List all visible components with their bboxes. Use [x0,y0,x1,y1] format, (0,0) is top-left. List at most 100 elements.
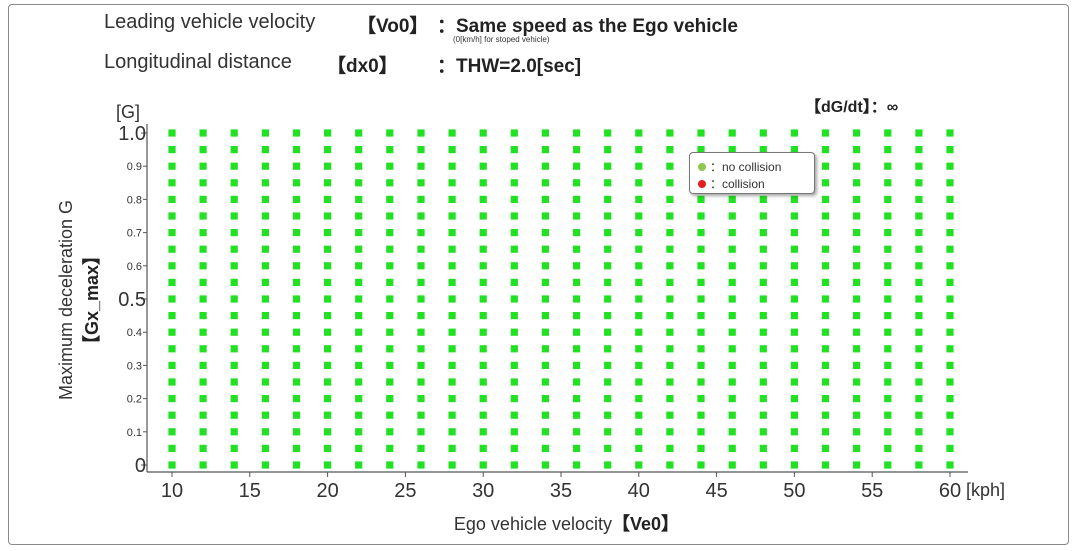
y-tick-label: 1.0 [118,123,146,145]
point-no-collision [417,229,425,237]
point-no-collision [884,262,892,270]
point-no-collision [573,179,581,187]
point-no-collision [541,378,549,386]
point-no-collision [884,411,892,419]
point-no-collision [573,129,581,137]
point-no-collision [448,361,456,369]
point-no-collision [386,295,394,303]
point-no-collision [479,444,487,452]
point-no-collision [479,212,487,220]
point-no-collision [448,212,456,220]
leading-velocity-note: (0[km/h] for stoped vehicle) [453,35,550,44]
point-no-collision [199,229,207,237]
point-no-collision [355,411,363,419]
point-no-collision [946,146,954,154]
point-no-collision [853,278,861,286]
point-no-collision [728,262,736,270]
point-no-collision [199,328,207,336]
point-no-collision [417,378,425,386]
point-no-collision [635,428,643,436]
point-no-collision [604,461,612,469]
point-no-collision [417,278,425,286]
point-no-collision [479,461,487,469]
point-no-collision [697,212,705,220]
point-no-collision [728,229,736,237]
point-no-collision [448,378,456,386]
point-no-collision [915,312,923,320]
point-no-collision [261,179,269,187]
point-no-collision [324,162,332,170]
point-no-collision [853,162,861,170]
point-no-collision [292,411,301,419]
point-no-collision [355,312,363,320]
point-no-collision [448,129,456,137]
point-no-collision [230,129,238,137]
point-no-collision [324,328,332,336]
point-no-collision [479,195,487,203]
point-no-collision [790,262,798,270]
point-no-collision [168,129,176,137]
point-no-collision [604,278,612,286]
point-no-collision [728,411,736,419]
point-no-collision [292,295,301,303]
y-axis-symbol: 【Gx_max】 [82,247,102,353]
point-no-collision [915,146,923,154]
x-tick-label: 15 [239,480,261,502]
point-no-collision [230,312,238,320]
point-no-collision [199,428,207,436]
point-no-collision [946,195,954,203]
point-no-collision [697,428,705,436]
y-tick-label: 0.6 [127,261,142,273]
point-no-collision [324,444,332,452]
point-no-collision [510,395,518,403]
point-no-collision [541,229,549,237]
point-no-collision [853,428,861,436]
point-no-collision [230,345,238,353]
y-tick-label: 0.5 [118,289,146,311]
legend-item-collision: ：collision [698,175,765,192]
point-no-collision [417,328,425,336]
point-no-collision [448,411,456,419]
point-no-collision [666,179,674,187]
point-no-collision [510,328,518,336]
point-no-collision [821,328,830,336]
point-no-collision [604,179,612,187]
point-no-collision [821,428,830,436]
point-no-collision [635,312,643,320]
point-no-collision [946,312,954,320]
point-no-collision [946,129,954,137]
point-no-collision [697,345,705,353]
point-no-collision [230,162,238,170]
point-no-collision [479,295,487,303]
point-no-collision [573,328,581,336]
x-tick-label: 25 [394,480,416,502]
point-no-collision [728,428,736,436]
distance-value: ：THW=2.0[sec] [437,56,582,77]
point-no-collision [292,129,301,137]
legend-no-collision-label: ：no collision [710,160,782,174]
point-no-collision [604,195,612,203]
point-no-collision [479,245,487,253]
point-no-collision [915,395,923,403]
point-no-collision [448,395,456,403]
point-no-collision [168,345,176,353]
y-tick-label: 0.9 [127,161,142,173]
point-no-collision [635,146,643,154]
point-no-collision [821,312,830,320]
point-no-collision [915,411,923,419]
point-no-collision [448,262,456,270]
point-no-collision [199,312,207,320]
point-no-collision [479,129,487,137]
point-no-collision [697,444,705,452]
point-no-collision [821,262,830,270]
point-no-collision [355,179,363,187]
point-no-collision [292,395,301,403]
point-no-collision [168,229,176,237]
point-no-collision [728,195,736,203]
point-no-collision [479,378,487,386]
point-no-collision [853,328,861,336]
point-no-collision [479,278,487,286]
point-no-collision [790,461,798,469]
point-no-collision [510,411,518,419]
point-no-collision [573,312,581,320]
